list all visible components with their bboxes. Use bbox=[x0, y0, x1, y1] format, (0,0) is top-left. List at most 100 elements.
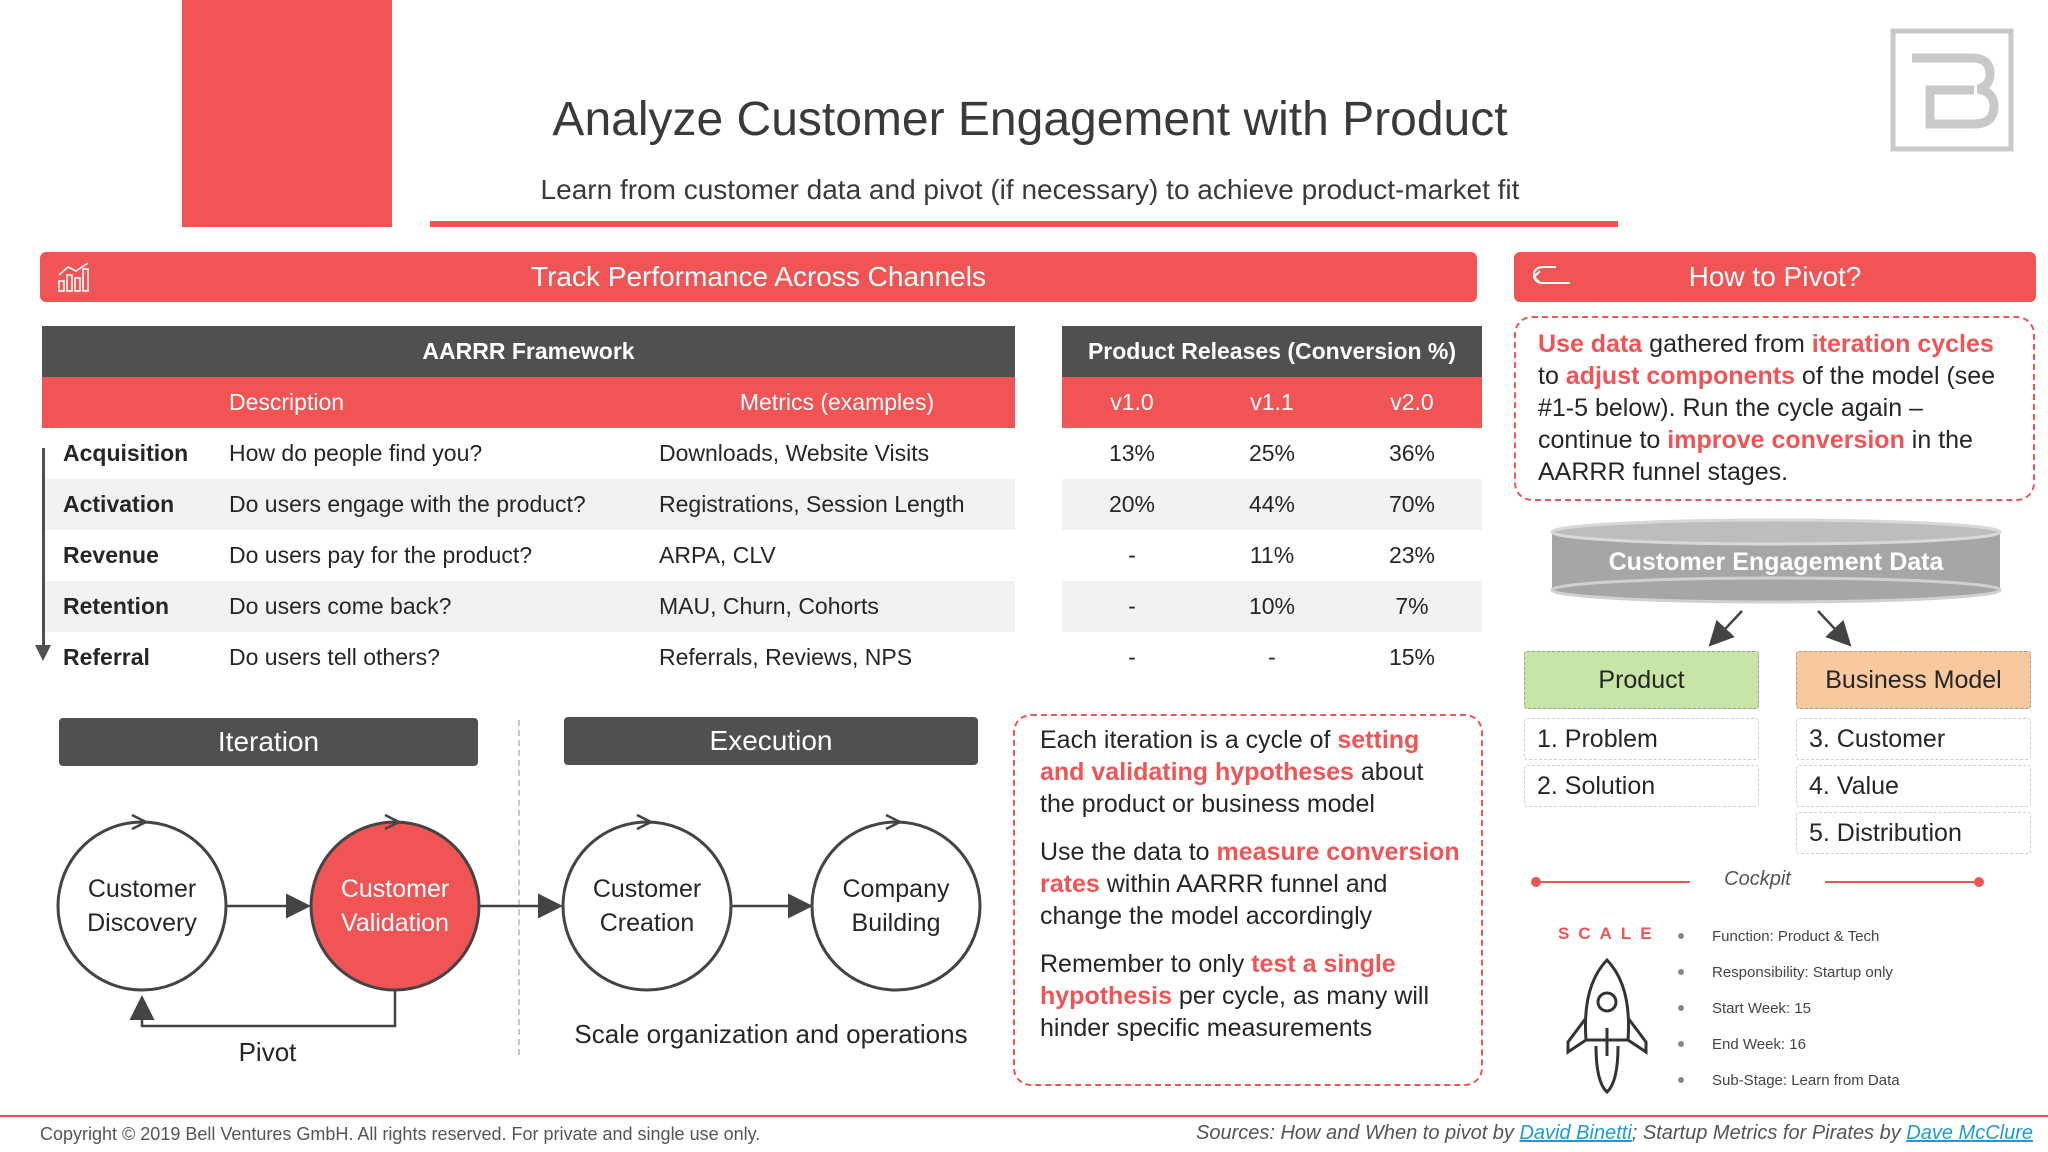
pivot-label: Pivot bbox=[238, 1037, 297, 1067]
cockpit-details-list: Function: Product & Tech Responsibility:… bbox=[1678, 918, 2038, 1098]
iteration-header: Iteration bbox=[59, 718, 478, 766]
list-item: Sub-Stage: Learn from Data bbox=[1678, 1062, 2038, 1098]
execution-header: Execution bbox=[564, 717, 978, 765]
conversion-cell: - bbox=[1268, 644, 1276, 670]
description-header: Description bbox=[229, 377, 659, 428]
pivot-description-box: Use data gathered from iteration cycles … bbox=[1514, 316, 2035, 501]
company-building-label: Company Building bbox=[842, 875, 950, 937]
rocket-icon bbox=[1566, 957, 1648, 1095]
table-row: Retention Do users come back? MAU, Churn… bbox=[42, 581, 1015, 632]
split-arrows bbox=[1708, 610, 1852, 647]
execution-caption: Scale organization and operations bbox=[574, 1019, 968, 1049]
version-header: v2.0 bbox=[1342, 377, 1482, 428]
business-model-item: 4. Value bbox=[1796, 765, 2031, 807]
note-paragraph: Remember to only test a single hypothesi… bbox=[1040, 950, 1430, 1042]
track-performance-bar: Track Performance Across Channels bbox=[40, 252, 1477, 302]
metrics-cell: MAU, Churn, Cohorts bbox=[659, 593, 879, 619]
description-cell: Do users tell others? bbox=[229, 644, 440, 670]
bell-ventures-logo bbox=[1890, 28, 2014, 152]
customer-creation-label: Customer Creation bbox=[592, 875, 702, 937]
table-row: Acquisition How do people find you? Down… bbox=[42, 428, 1015, 479]
how-to-pivot-bar: How to Pivot? bbox=[1514, 252, 2036, 302]
scale-label: SCALE bbox=[1558, 924, 1661, 943]
note-paragraph: Use the data to measure conversion rates… bbox=[1040, 838, 1460, 930]
table-row: 13% 25% 36% bbox=[1062, 428, 1482, 479]
stage-acquisition: Acquisition bbox=[63, 440, 189, 466]
description-cell: How do people find you? bbox=[229, 440, 483, 466]
phase-divider bbox=[518, 720, 520, 1055]
conversion-cell: 13% bbox=[1108, 440, 1156, 466]
aarrr-table: AARRR Framework Description Metrics (exa… bbox=[42, 326, 1015, 683]
conversion-cell: 11% bbox=[1249, 542, 1295, 568]
version-header: v1.1 bbox=[1202, 377, 1342, 428]
note-paragraph: Each iteration is a cycle of setting and… bbox=[1040, 726, 1424, 818]
table-row: - - 15% bbox=[1062, 632, 1482, 683]
conversion-cell: - bbox=[1128, 542, 1136, 568]
title-underline bbox=[430, 221, 1618, 227]
cockpit-label: Cockpit bbox=[1690, 868, 1825, 891]
customer-development-diagram bbox=[56, 813, 982, 1028]
track-performance-label: Track Performance Across Channels bbox=[531, 261, 986, 292]
conversion-cell: 36% bbox=[1388, 440, 1436, 466]
chart-icon bbox=[58, 262, 89, 292]
customer-engagement-data-label: Customer Engagement Data bbox=[1608, 548, 1944, 576]
product-category: Product bbox=[1524, 651, 1759, 709]
funnel-arrow-head bbox=[35, 645, 51, 661]
decorative-red-block bbox=[182, 0, 392, 227]
releases-title: Product Releases (Conversion %) bbox=[1062, 326, 1482, 377]
copyright-text: Copyright © 2019 Bell Ventures GmbH. All… bbox=[40, 1124, 761, 1144]
funnel-arrow-line bbox=[42, 448, 45, 650]
conversion-cell: 25% bbox=[1248, 440, 1296, 466]
description-cell: Do users engage with the product? bbox=[229, 491, 586, 517]
list-item: Responsibility: Startup only bbox=[1678, 954, 2038, 990]
table-row: - 11% 23% bbox=[1062, 530, 1482, 581]
list-item: Start Week: 15 bbox=[1678, 990, 2038, 1026]
business-model-item: 5. Distribution bbox=[1796, 812, 2031, 854]
page-subtitle: Learn from customer data and pivot (if n… bbox=[540, 174, 1520, 205]
table-row: Referral Do users tell others? Referrals… bbox=[42, 632, 1015, 683]
product-item: 1. Problem bbox=[1524, 718, 1759, 760]
how-to-pivot-label: How to Pivot? bbox=[1688, 261, 1862, 292]
conversion-cell: 15% bbox=[1388, 644, 1436, 670]
database-cylinder-icon bbox=[1550, 518, 2002, 604]
conversion-cell: 7% bbox=[1395, 593, 1429, 619]
customer-discovery-label: Customer Discovery bbox=[87, 875, 197, 937]
table-row: Revenue Do users pay for the product? AR… bbox=[42, 530, 1015, 581]
metrics-cell: Referrals, Reviews, NPS bbox=[659, 644, 913, 670]
aarrr-title: AARRR Framework bbox=[42, 326, 1015, 377]
conversion-cell: 44% bbox=[1248, 491, 1296, 517]
stage-referral: Referral bbox=[63, 644, 150, 670]
sources-text: Sources: How and When to pivot by David … bbox=[1195, 1122, 2033, 1144]
conversion-cell: 20% bbox=[1108, 491, 1156, 517]
stage-activation: Activation bbox=[63, 491, 175, 517]
version-header: v1.0 bbox=[1062, 377, 1202, 428]
business-model-item: 3. Customer bbox=[1796, 718, 2031, 760]
metrics-header: Metrics (examples) bbox=[659, 377, 1015, 428]
author-link-binetti[interactable]: David Binetti bbox=[1519, 1122, 1632, 1144]
conversion-cell: - bbox=[1128, 593, 1136, 619]
metrics-cell: Downloads, Website Visits bbox=[659, 440, 930, 466]
customer-validation-label: Customer Validation bbox=[340, 875, 450, 937]
author-link-mcclure[interactable]: Dave McClure bbox=[1906, 1122, 2033, 1144]
description-cell: Do users come back? bbox=[229, 593, 452, 619]
footer-divider bbox=[0, 1115, 2048, 1117]
conversion-cell: 10% bbox=[1248, 593, 1296, 619]
stage-revenue: Revenue bbox=[63, 542, 159, 568]
list-item: Function: Product & Tech bbox=[1678, 918, 2038, 954]
product-releases-table: Product Releases (Conversion %) v1.0 v1.… bbox=[1062, 326, 1482, 683]
conversion-cell: 70% bbox=[1388, 491, 1436, 517]
conversion-cell: 23% bbox=[1388, 542, 1436, 568]
metrics-cell: Registrations, Session Length bbox=[659, 491, 965, 517]
metrics-cell: ARPA, CLV bbox=[659, 542, 776, 568]
product-item: 2. Solution bbox=[1524, 765, 1759, 807]
table-row: 20% 44% 70% bbox=[1062, 479, 1482, 530]
stage-retention: Retention bbox=[63, 593, 170, 619]
page-title: Analyze Customer Engagement with Product bbox=[552, 93, 1508, 146]
table-row: Activation Do users engage with the prod… bbox=[42, 479, 1015, 530]
table-row: - 10% 7% bbox=[1062, 581, 1482, 632]
iteration-notes-box: Each iteration is a cycle of setting and… bbox=[1013, 714, 1483, 1086]
aarrr-stage-header bbox=[42, 377, 229, 428]
list-item: End Week: 16 bbox=[1678, 1026, 2038, 1062]
return-arrow-icon bbox=[1532, 266, 1570, 284]
business-model-category: Business Model bbox=[1796, 651, 2031, 709]
